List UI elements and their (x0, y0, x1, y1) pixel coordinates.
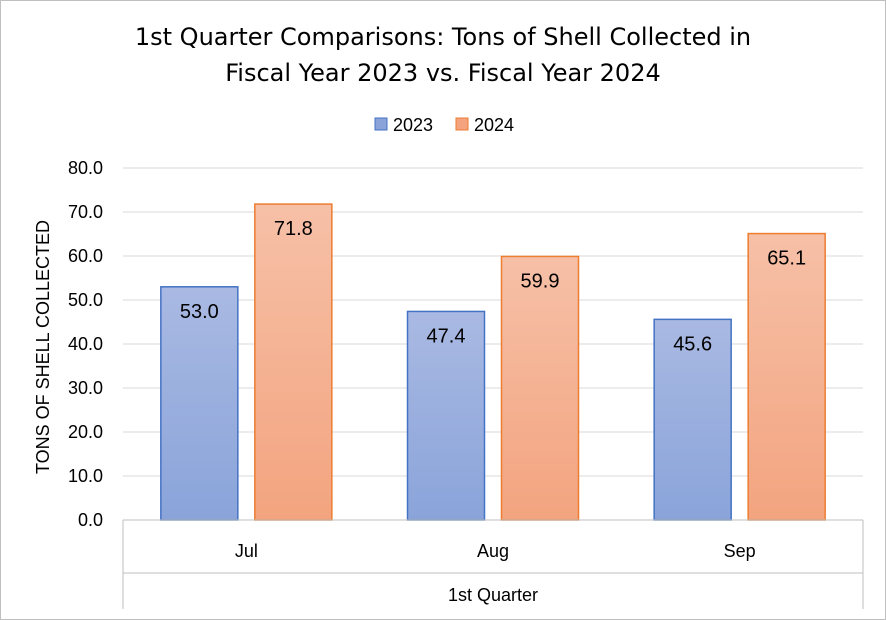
bar-2023-Aug (406, 310, 486, 521)
data-label-2023-Sep: 45.6 (673, 333, 712, 355)
x-axis: Jul Aug Sep (122, 519, 864, 609)
y-tick-label: 0.0 (78, 510, 103, 530)
y-axis-title: TONS OF SHELL COLLECTED (33, 220, 53, 474)
data-label-2024-Jul: 71.8 (274, 218, 313, 240)
y-tick-label: 50.0 (68, 290, 103, 310)
y-tick-label: 20.0 (68, 422, 103, 442)
bar-2024-Aug (500, 255, 580, 521)
y-tick-label: 40.0 (68, 334, 103, 354)
x-category-label-Aug: Aug (477, 541, 509, 561)
data-label-2024-Aug: 59.9 (521, 270, 560, 292)
data-label-2023-Jul: 53.0 (180, 301, 219, 323)
y-axis-ticks: 0.0 10.0 20.0 30.0 40.0 50.0 60.0 70.0 80.0 (68, 158, 103, 530)
x-category-label-Sep: Sep (724, 541, 756, 561)
data-label-2024-Sep: 65.1 (767, 248, 806, 270)
bar-2023-Jul (160, 286, 239, 521)
y-tick-label: 60.0 (68, 246, 103, 266)
bar-2023-Sep (653, 318, 732, 521)
legend-label-2023: 2023 (393, 115, 433, 135)
legend-swatch-2023 (374, 117, 388, 131)
x-category-label-Jul: Jul (235, 541, 258, 561)
chart-title-line1: 1st Quarter Comparisons: Tons of Shell C… (135, 23, 751, 51)
x-axis-group-label: 1st Quarter (448, 585, 538, 605)
legend-swatch-2024 (455, 117, 469, 131)
y-tick-label: 80.0 (68, 158, 103, 178)
legend-label-2024: 2024 (474, 115, 514, 135)
bar-2024-Sep (747, 232, 826, 521)
data-label-2023-Aug: 47.4 (427, 325, 466, 347)
bars (160, 203, 826, 521)
legend: 2023 2024 (374, 115, 514, 135)
y-tick-label: 10.0 (68, 466, 103, 486)
y-tick-label: 30.0 (68, 378, 103, 398)
gridlines (123, 167, 863, 477)
data-labels: 53.0 71.8 47.4 59.9 45.6 65.1 (180, 218, 806, 355)
y-tick-label: 70.0 (68, 202, 103, 222)
chart-title-line2: Fiscal Year 2023 vs. Fiscal Year 2024 (225, 59, 661, 87)
bar-2024-Jul (254, 203, 333, 521)
